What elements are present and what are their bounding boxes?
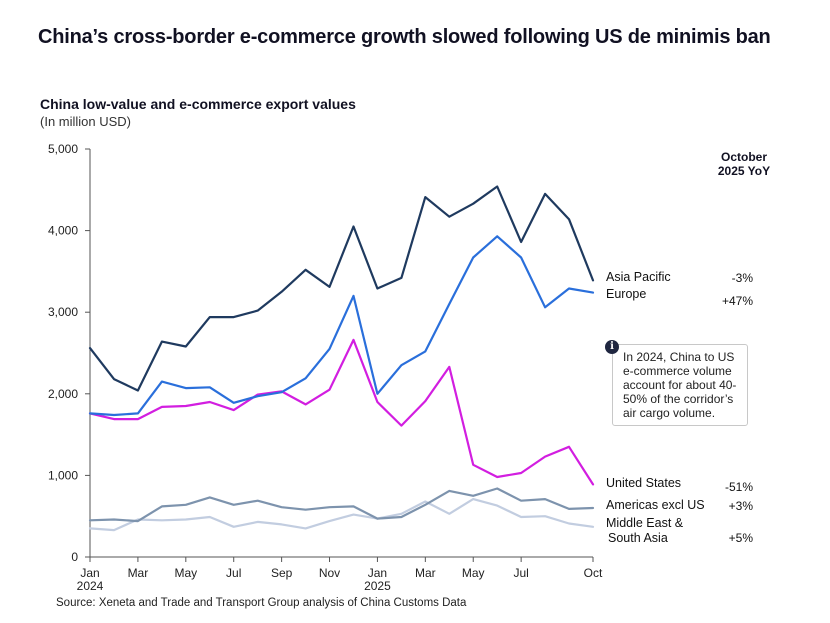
series-label-united-states: United States bbox=[606, 476, 681, 490]
x-tick-label: May bbox=[462, 566, 485, 580]
series-lines bbox=[88, 185, 595, 532]
series-line-europe bbox=[88, 235, 595, 417]
yoy-value-americas-excl-us: +3% bbox=[729, 499, 754, 513]
series-label-americas-excl-us: Americas excl US bbox=[606, 498, 705, 512]
yoy-header-line2: 2025 YoY bbox=[717, 164, 771, 178]
series-line-middle-east-south-asia bbox=[88, 498, 595, 532]
yoy-value-europe: +47% bbox=[722, 294, 753, 308]
yoy-value-asia-pacific: -3% bbox=[732, 271, 754, 285]
y-tick-label: 2,000 bbox=[48, 387, 78, 401]
info-icon: i bbox=[605, 340, 619, 354]
yoy-value-middle-east-south-asia: +5% bbox=[729, 531, 754, 545]
y-tick-label: 5,000 bbox=[48, 142, 78, 156]
x-tick-label: Jan bbox=[80, 566, 99, 580]
yoy-header: October 2025 YoY bbox=[700, 150, 788, 178]
y-axis: 0 1,000 2,000 3,000 4,000 5,000 bbox=[48, 142, 91, 564]
x-tick-label: Jan bbox=[368, 566, 387, 580]
chart-title: China low-value and e-commerce export va… bbox=[40, 96, 356, 112]
x-tick-year: 2024 bbox=[77, 579, 104, 593]
series-line-americas-excl-us bbox=[88, 487, 595, 523]
x-tick-label: Oct bbox=[584, 566, 603, 580]
series-line-asia-pacific bbox=[88, 185, 595, 392]
series-line-united-states bbox=[88, 338, 595, 486]
x-tick-label: Nov bbox=[319, 566, 340, 580]
chart-subtitle: (In million USD) bbox=[40, 114, 132, 129]
x-tick-label: Sep bbox=[271, 566, 293, 580]
x-tick-label: Jul bbox=[226, 566, 241, 580]
source-note: Source: Xeneta and Trade and Transport G… bbox=[56, 597, 467, 609]
y-tick-label: 1,000 bbox=[48, 468, 78, 482]
series-label-middle-east-south-asia: Middle East & bbox=[606, 516, 684, 530]
yoy-header-line1: October bbox=[720, 150, 767, 164]
y-tick-label: 0 bbox=[71, 550, 78, 564]
series-label-asia-pacific: Asia Pacific bbox=[606, 270, 671, 284]
y-tick-label: 3,000 bbox=[48, 305, 78, 319]
y-tick-label: 4,000 bbox=[48, 224, 78, 238]
x-tick-label: May bbox=[174, 566, 197, 580]
info-callout: In 2024, China to US e-commerce volume a… bbox=[612, 344, 748, 426]
x-tick-label: Mar bbox=[415, 566, 436, 580]
x-tick-year: 2025 bbox=[364, 579, 391, 593]
headline: China’s cross-border e-commerce growth s… bbox=[38, 26, 771, 48]
x-tick-label: Jul bbox=[513, 566, 528, 580]
yoy-value-united-states: -51% bbox=[725, 480, 753, 494]
series-labels: Asia Pacific -3% Europe +47% United States -5… bbox=[606, 270, 753, 545]
series-label-europe: Europe bbox=[606, 287, 646, 301]
series-label-middle-east-south-asia-line2: South Asia bbox=[608, 531, 668, 545]
x-tick-label: Mar bbox=[128, 566, 149, 580]
